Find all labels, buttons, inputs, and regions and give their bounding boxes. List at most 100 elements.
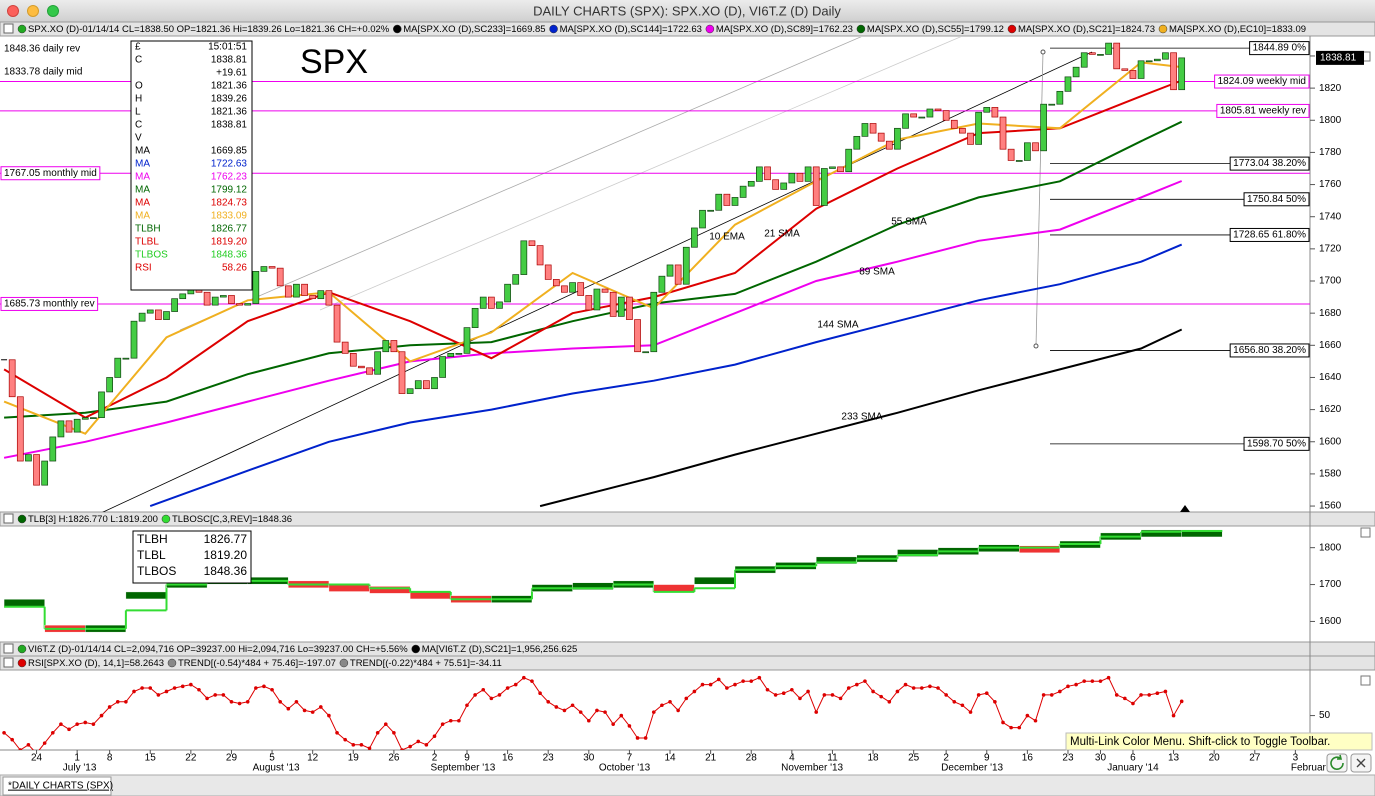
candle [999,116,1007,150]
candle [228,295,235,304]
rsi-point [538,691,542,696]
info-label: C [135,55,142,66]
info-label: L [135,107,141,118]
x-tick-label: 15 [145,753,157,764]
rsi-point [392,730,396,735]
rsi-point [197,687,201,692]
info-label: MA [135,211,150,222]
rsi-point [619,713,624,718]
tlb-value: 1819.20 [204,548,248,562]
close-button[interactable] [7,5,19,17]
candle [1170,52,1177,91]
info-label: MA [135,146,150,157]
tlb-brick [653,584,695,592]
moving-average-line [3,180,1183,459]
level-label-box [0,166,101,181]
x-tick-label: 3 [1293,753,1299,764]
minimize-button[interactable] [27,5,39,17]
rsi-point [50,730,55,735]
legend-swatch [339,658,349,668]
tlb-label: TLBL [137,548,166,562]
rsi-point [522,675,526,680]
refresh-icon [1330,754,1344,770]
panel-menu [3,23,14,34]
candle [1178,57,1186,91]
rsi-point [855,682,859,687]
candle [804,166,812,182]
rsi-point [1017,725,1022,730]
candle [601,288,609,293]
candle [358,365,365,369]
ma-label: 144 SMA [817,320,858,331]
candle [609,291,617,317]
rsi-point [708,682,713,687]
candle [260,266,268,272]
rsi-point [1033,718,1038,723]
ma-label: 233 SMA [841,412,882,423]
candle [33,454,40,486]
candle [1024,142,1031,161]
rsi-point [221,693,226,697]
rsi-point [440,722,445,726]
x-tick-label: 13 [1168,753,1180,764]
legend-text: MA[VI6T.Z (D),SC21]=1,956,256.625 [422,644,578,655]
moving-average-line [539,328,1183,508]
info-label: TLBL [135,237,159,248]
zoom-button[interactable] [47,5,59,17]
info-label: MA [135,172,150,183]
rsi-point [124,700,128,704]
candle [138,312,146,322]
month-label: September '13 [431,763,496,774]
tab[interactable] [2,776,112,796]
info-label: £ [135,42,141,53]
tab-label[interactable]: *DAILY CHARTS (SPX) [8,781,113,792]
candle [552,279,560,287]
candle [731,197,739,206]
legend-text: TREND[(-0.22)*484 + 75.51]=-34.11 [350,658,502,669]
candle [146,309,154,314]
rsi-point [798,696,802,701]
rsi-point [457,718,461,723]
level-label: 1773.04 38.20% [1233,158,1306,169]
candle [1032,142,1039,152]
x-tick-label: 29 [226,753,238,764]
legend-text: SPX.XO (D)-01/14/14 CL=1838.50 OP=1821.3… [28,24,390,35]
candle [845,148,853,173]
rsi-point [1155,691,1160,696]
candle [1015,160,1023,162]
x-tick-label: 26 [388,753,400,764]
rsi-point [660,703,664,708]
candle [366,367,373,375]
candle [642,351,650,354]
x-tick-label: 2 [943,753,949,764]
x-tick-label: 23 [543,753,555,764]
candle [934,108,942,111]
level-label-box [1243,436,1310,451]
month-label: December '13 [941,763,1003,774]
candle [780,182,788,190]
candle [439,356,446,378]
candle [8,359,16,398]
candle [918,116,926,119]
candle [561,285,568,293]
candle [1105,42,1112,55]
rsi-point [903,682,908,687]
rsi-point [83,720,88,725]
candle [1145,60,1153,63]
tlb-brick [694,576,736,585]
rsi-point [1049,693,1054,697]
rsi-point [895,689,900,694]
scroll-button[interactable] [1360,527,1371,538]
legend-swatch [705,24,715,34]
x-tick-label: 18 [868,753,880,764]
info-value: 1824.73 [211,198,248,209]
candle [674,264,682,285]
candle [593,288,601,311]
rsi-point [1147,693,1151,697]
candle [1064,76,1072,92]
candle [691,227,698,248]
candle [455,352,463,355]
rsi-point [773,693,778,697]
scroll-button[interactable] [1360,675,1371,686]
